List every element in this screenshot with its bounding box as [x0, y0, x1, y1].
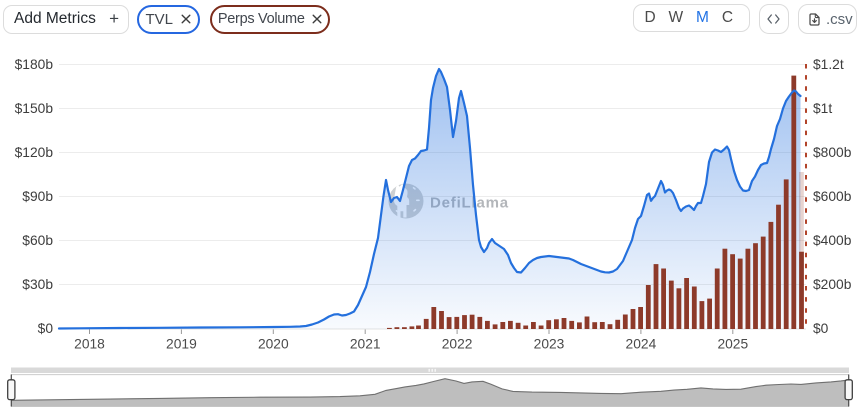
svg-text:2023: 2023	[534, 337, 565, 352]
svg-text:2020: 2020	[258, 337, 289, 352]
svg-text:$400b: $400b	[813, 233, 852, 248]
svg-text:$120b: $120b	[15, 145, 54, 160]
svg-text:2022: 2022	[442, 337, 473, 352]
svg-text:$90b: $90b	[22, 189, 53, 204]
svg-text:$600b: $600b	[813, 189, 852, 204]
svg-text:$0: $0	[813, 321, 829, 336]
svg-text:$150b: $150b	[15, 101, 54, 116]
svg-text:$1t: $1t	[813, 101, 832, 116]
svg-text:$1.2t: $1.2t	[813, 57, 844, 72]
svg-text:2019: 2019	[166, 337, 197, 352]
svg-text:$60b: $60b	[22, 233, 53, 248]
svg-text:$0: $0	[38, 321, 54, 336]
svg-text:2018: 2018	[74, 337, 105, 352]
svg-text:$180b: $180b	[15, 57, 54, 72]
svg-text:$800b: $800b	[813, 145, 852, 160]
svg-text:2021: 2021	[350, 337, 381, 352]
svg-text:2024: 2024	[626, 337, 657, 352]
svg-text:2025: 2025	[717, 337, 748, 352]
svg-text:$30b: $30b	[22, 277, 53, 292]
svg-text:$200b: $200b	[813, 277, 852, 292]
